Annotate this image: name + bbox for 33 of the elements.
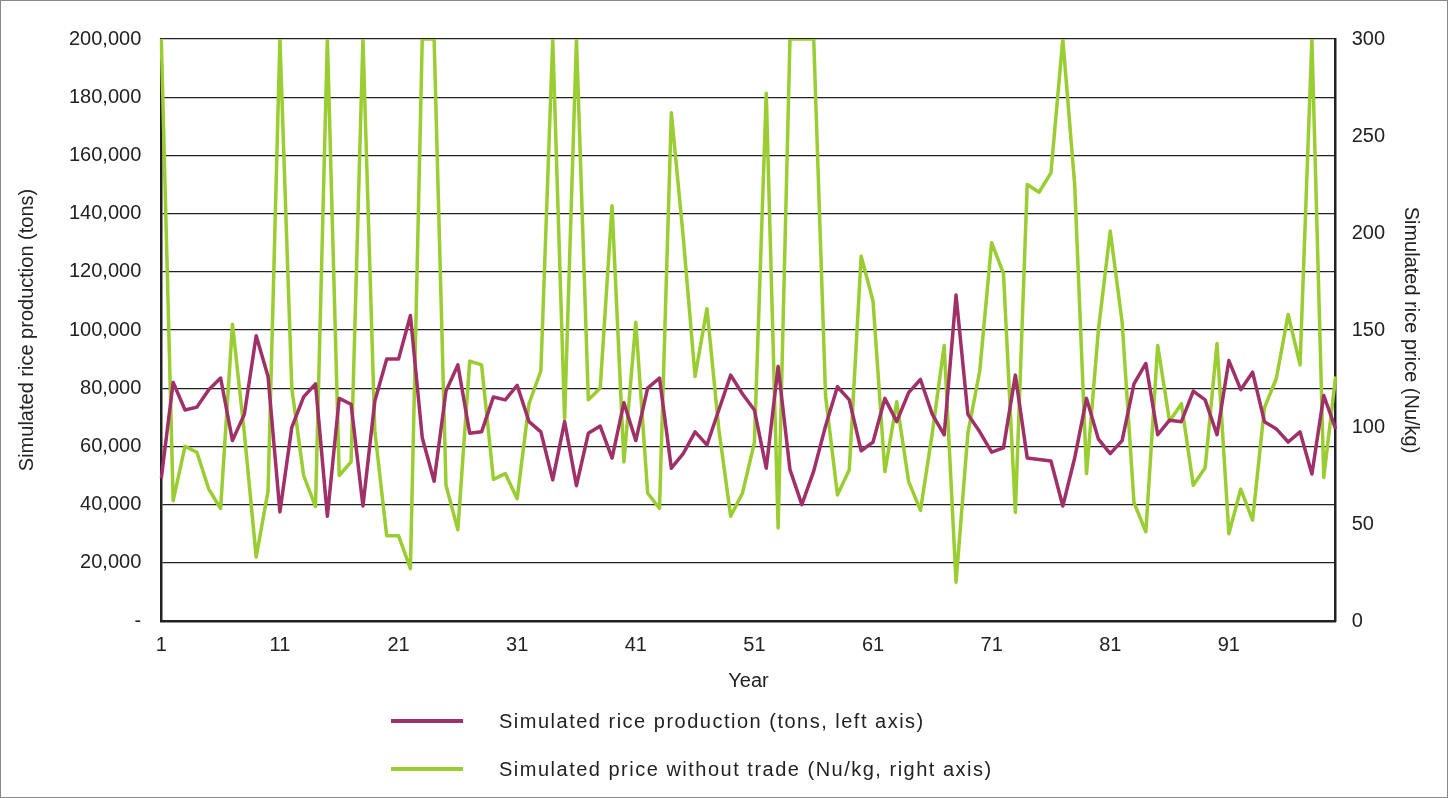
y-tick-label: 200,000 [69, 26, 142, 49]
y-tick-label: 180,000 [69, 84, 142, 107]
y2-tick-label: 0 [1351, 608, 1363, 631]
y-tick-label: 40,000 [80, 492, 142, 515]
y2-tick-label: 100 [1351, 414, 1386, 437]
y-tick-label: 80,000 [80, 375, 142, 398]
x-tick-label: 71 [980, 632, 1003, 655]
y2-tick-label: 200 [1351, 220, 1386, 243]
y2-tick-label: 250 [1351, 123, 1386, 146]
y-tick-label: 140,000 [69, 201, 142, 224]
x-tick-label: 41 [624, 632, 647, 655]
y2-tick-label: 300 [1351, 26, 1386, 49]
y2-tick-label: 50 [1351, 511, 1374, 534]
x-tick-label: 11 [269, 632, 291, 655]
x-tick-label: 51 [743, 632, 766, 655]
y-tick-label: - [134, 608, 142, 631]
y-tick-label: 60,000 [80, 433, 142, 456]
y-tick-label: 120,000 [69, 259, 142, 282]
y2-tick-label: 150 [1351, 317, 1386, 340]
x-tick-label: 91 [1217, 632, 1240, 655]
y-axis-title: Simulated rice production (tons) [14, 188, 37, 472]
legend-label: Simulated rice production (tons, left axis) [499, 709, 925, 733]
x-tick-label: 1 [155, 632, 167, 655]
x-tick-label: 31 [506, 632, 529, 655]
x-tick-label: 21 [387, 632, 410, 655]
x-axis-title: Year [728, 668, 769, 691]
y-tick-label: 160,000 [69, 142, 142, 165]
legend-label: Simulated price without trade (Nu/kg, right axis) [499, 757, 993, 781]
y-tick-label: 20,000 [80, 550, 142, 573]
x-tick-label: 61 [861, 632, 885, 655]
x-tick-label: 81 [1099, 632, 1122, 655]
y2-axis-title: Simulated rice price (Nu/kg) [1401, 206, 1424, 454]
y-tick-label: 100,000 [69, 317, 142, 340]
